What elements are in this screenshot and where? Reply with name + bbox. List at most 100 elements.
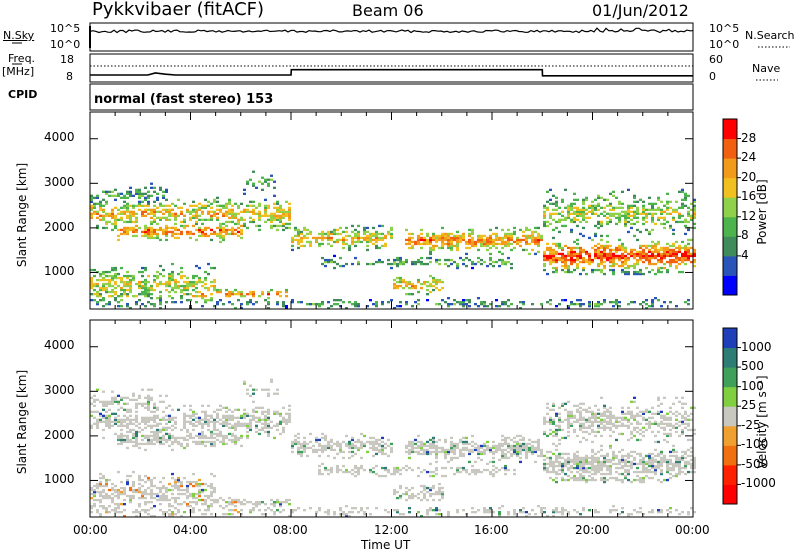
velocity-cell [240, 424, 243, 427]
power-cell [228, 228, 231, 232]
velocity-cell [615, 416, 618, 419]
velocity-cell [129, 418, 132, 421]
velocity-cell [96, 398, 99, 401]
power-cell [273, 216, 276, 219]
velocity-cell [267, 416, 270, 419]
velocity-cell [648, 458, 651, 462]
velocity-cell [225, 442, 228, 446]
velocity-cell [582, 458, 585, 462]
power-cell [213, 200, 216, 203]
velocity-cell [174, 478, 177, 482]
power-cell [609, 202, 612, 205]
velocity-cell [603, 424, 606, 427]
power-cell [432, 276, 435, 280]
power-cell [432, 232, 435, 236]
power-cell [420, 262, 423, 266]
velocity-cell [129, 438, 132, 442]
velocity-cell [111, 486, 114, 490]
power-cell [669, 250, 672, 254]
velocity-cell [561, 513, 564, 516]
velocity-cell [330, 444, 333, 448]
power-cell [228, 232, 231, 236]
velocity-cell [528, 442, 531, 446]
velocity-cell [594, 470, 597, 474]
power-cell [114, 218, 117, 221]
power-cell [465, 299, 468, 302]
velocity-cell [549, 432, 552, 436]
velocity-cell [474, 446, 477, 450]
power-cell [654, 222, 657, 226]
power-cell [129, 204, 132, 207]
velocity-cell [327, 446, 330, 450]
velocity-cell [618, 424, 621, 427]
power-cell [468, 234, 471, 238]
velocity-cell [573, 452, 576, 456]
velocity-cell [276, 410, 279, 413]
velocity-cell [579, 462, 582, 466]
velocity-cell [243, 424, 246, 427]
power-cell [180, 224, 183, 228]
velocity-cell [222, 440, 225, 444]
velocity-cell [234, 509, 237, 512]
velocity-cell [162, 426, 165, 429]
velocity-cell [144, 474, 147, 478]
velocity-cell [135, 406, 138, 409]
velocity-cell [393, 509, 396, 512]
velocity-cell [525, 450, 528, 454]
power-cell [657, 258, 660, 262]
velocity-cell [582, 509, 585, 512]
power-cell [546, 248, 549, 252]
power-cell [408, 293, 411, 296]
velocity-cell [123, 440, 126, 444]
power-cell [171, 212, 174, 215]
velocity-cell [192, 418, 195, 421]
velocity-cell [162, 418, 165, 421]
velocity-cell [255, 406, 258, 409]
velocity-cell [597, 430, 600, 434]
power-cell [180, 301, 183, 304]
power-cell [435, 238, 438, 242]
velocity-cell [558, 428, 561, 432]
velocity-cell [513, 448, 516, 452]
velocity-cell [609, 444, 612, 448]
power-cell [354, 232, 357, 236]
power-cell [420, 238, 423, 242]
velocity-cell [363, 468, 366, 472]
power-cell [417, 240, 420, 244]
velocity-cell [162, 496, 165, 500]
power-cell [228, 210, 231, 213]
velocity-cell [642, 470, 645, 474]
velocity-cell [576, 464, 579, 468]
power-cell [651, 246, 654, 250]
velocity-cell [405, 492, 408, 496]
velocity-cell [198, 418, 201, 421]
velocity-cell [198, 434, 201, 438]
velocity-cell [231, 426, 234, 429]
power-cell [102, 288, 105, 292]
power-cell [633, 248, 636, 252]
power-cell [408, 240, 411, 244]
power-cell [381, 236, 384, 240]
power-cell [396, 305, 399, 308]
power-cell [168, 278, 171, 282]
power-cell [684, 204, 687, 207]
power-cell [294, 226, 297, 230]
power-cell [369, 232, 372, 236]
velocity-cell [276, 412, 279, 415]
velocity-cell [471, 468, 474, 472]
velocity-cell [162, 434, 165, 438]
velocity-cell [111, 390, 114, 393]
velocity-cell [534, 513, 537, 516]
velocity-cell [636, 470, 639, 474]
power-cell [183, 226, 186, 230]
velocity-cell [339, 507, 342, 510]
velocity-cell [444, 456, 447, 460]
power-cell [456, 264, 459, 268]
velocity-cell [381, 440, 384, 444]
velocity-cell [549, 456, 552, 460]
power-cell [660, 210, 663, 213]
velocity-cell [324, 448, 327, 452]
velocity-cell [612, 462, 615, 466]
power-cell [303, 226, 306, 230]
power-cell [633, 254, 636, 258]
